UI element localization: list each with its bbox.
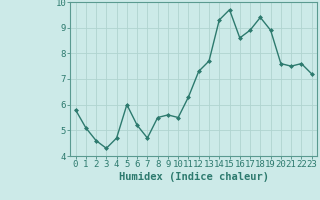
X-axis label: Humidex (Indice chaleur): Humidex (Indice chaleur) [119,172,268,182]
